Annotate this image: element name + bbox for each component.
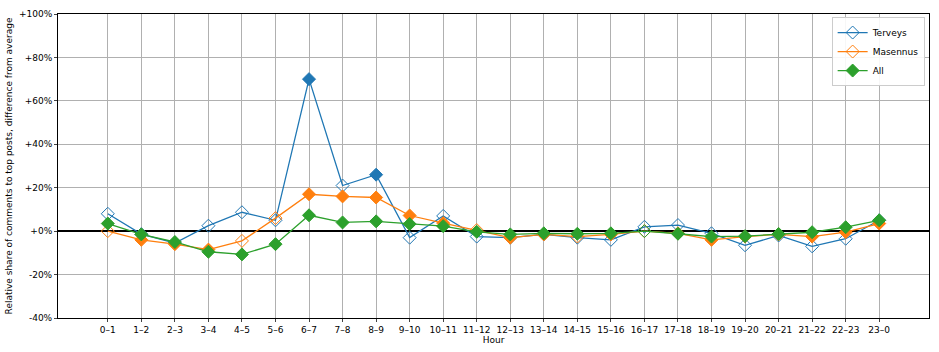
svg-text:+40%: +40% xyxy=(25,139,53,149)
svg-text:+100%: +100% xyxy=(19,9,53,19)
svg-text:-20%: -20% xyxy=(29,270,53,280)
svg-text:Relative share of comments to: Relative share of comments to top posts,… xyxy=(4,17,14,314)
svg-text:10–11: 10–11 xyxy=(429,325,456,335)
svg-text:Hour: Hour xyxy=(483,335,505,345)
svg-text:3–4: 3–4 xyxy=(200,325,216,335)
svg-text:11–12: 11–12 xyxy=(463,325,490,335)
svg-text:16–17: 16–17 xyxy=(631,325,658,335)
svg-text:+60%: +60% xyxy=(25,96,53,106)
svg-text:2–3: 2–3 xyxy=(167,325,183,335)
svg-text:21–22: 21–22 xyxy=(798,325,825,335)
svg-text:9–10: 9–10 xyxy=(399,325,421,335)
svg-text:19–20: 19–20 xyxy=(731,325,759,335)
svg-text:-40%: -40% xyxy=(29,313,53,323)
svg-text:23–0: 23–0 xyxy=(868,325,890,335)
svg-text:6–7: 6–7 xyxy=(301,325,317,335)
svg-text:Terveys: Terveys xyxy=(872,28,907,38)
svg-text:0–1: 0–1 xyxy=(100,325,116,335)
svg-text:8–9: 8–9 xyxy=(368,325,384,335)
svg-text:22–23: 22–23 xyxy=(832,325,859,335)
svg-text:All: All xyxy=(873,66,884,76)
svg-text:15–16: 15–16 xyxy=(597,325,625,335)
svg-text:12–13: 12–13 xyxy=(497,325,524,335)
svg-text:17–18: 17–18 xyxy=(664,325,692,335)
svg-text:20–21: 20–21 xyxy=(765,325,792,335)
svg-text:13–14: 13–14 xyxy=(530,325,558,335)
svg-text:7–8: 7–8 xyxy=(335,325,351,335)
svg-text:14–15: 14–15 xyxy=(564,325,591,335)
svg-text:18–19: 18–19 xyxy=(698,325,726,335)
svg-text:+20%: +20% xyxy=(25,183,53,193)
svg-text:4–5: 4–5 xyxy=(234,325,250,335)
svg-text:Masennus: Masennus xyxy=(873,47,919,57)
svg-text:+0%: +0% xyxy=(30,226,52,236)
svg-text:5–6: 5–6 xyxy=(268,325,284,335)
svg-text:1–2: 1–2 xyxy=(133,325,149,335)
svg-text:+80%: +80% xyxy=(25,53,53,63)
